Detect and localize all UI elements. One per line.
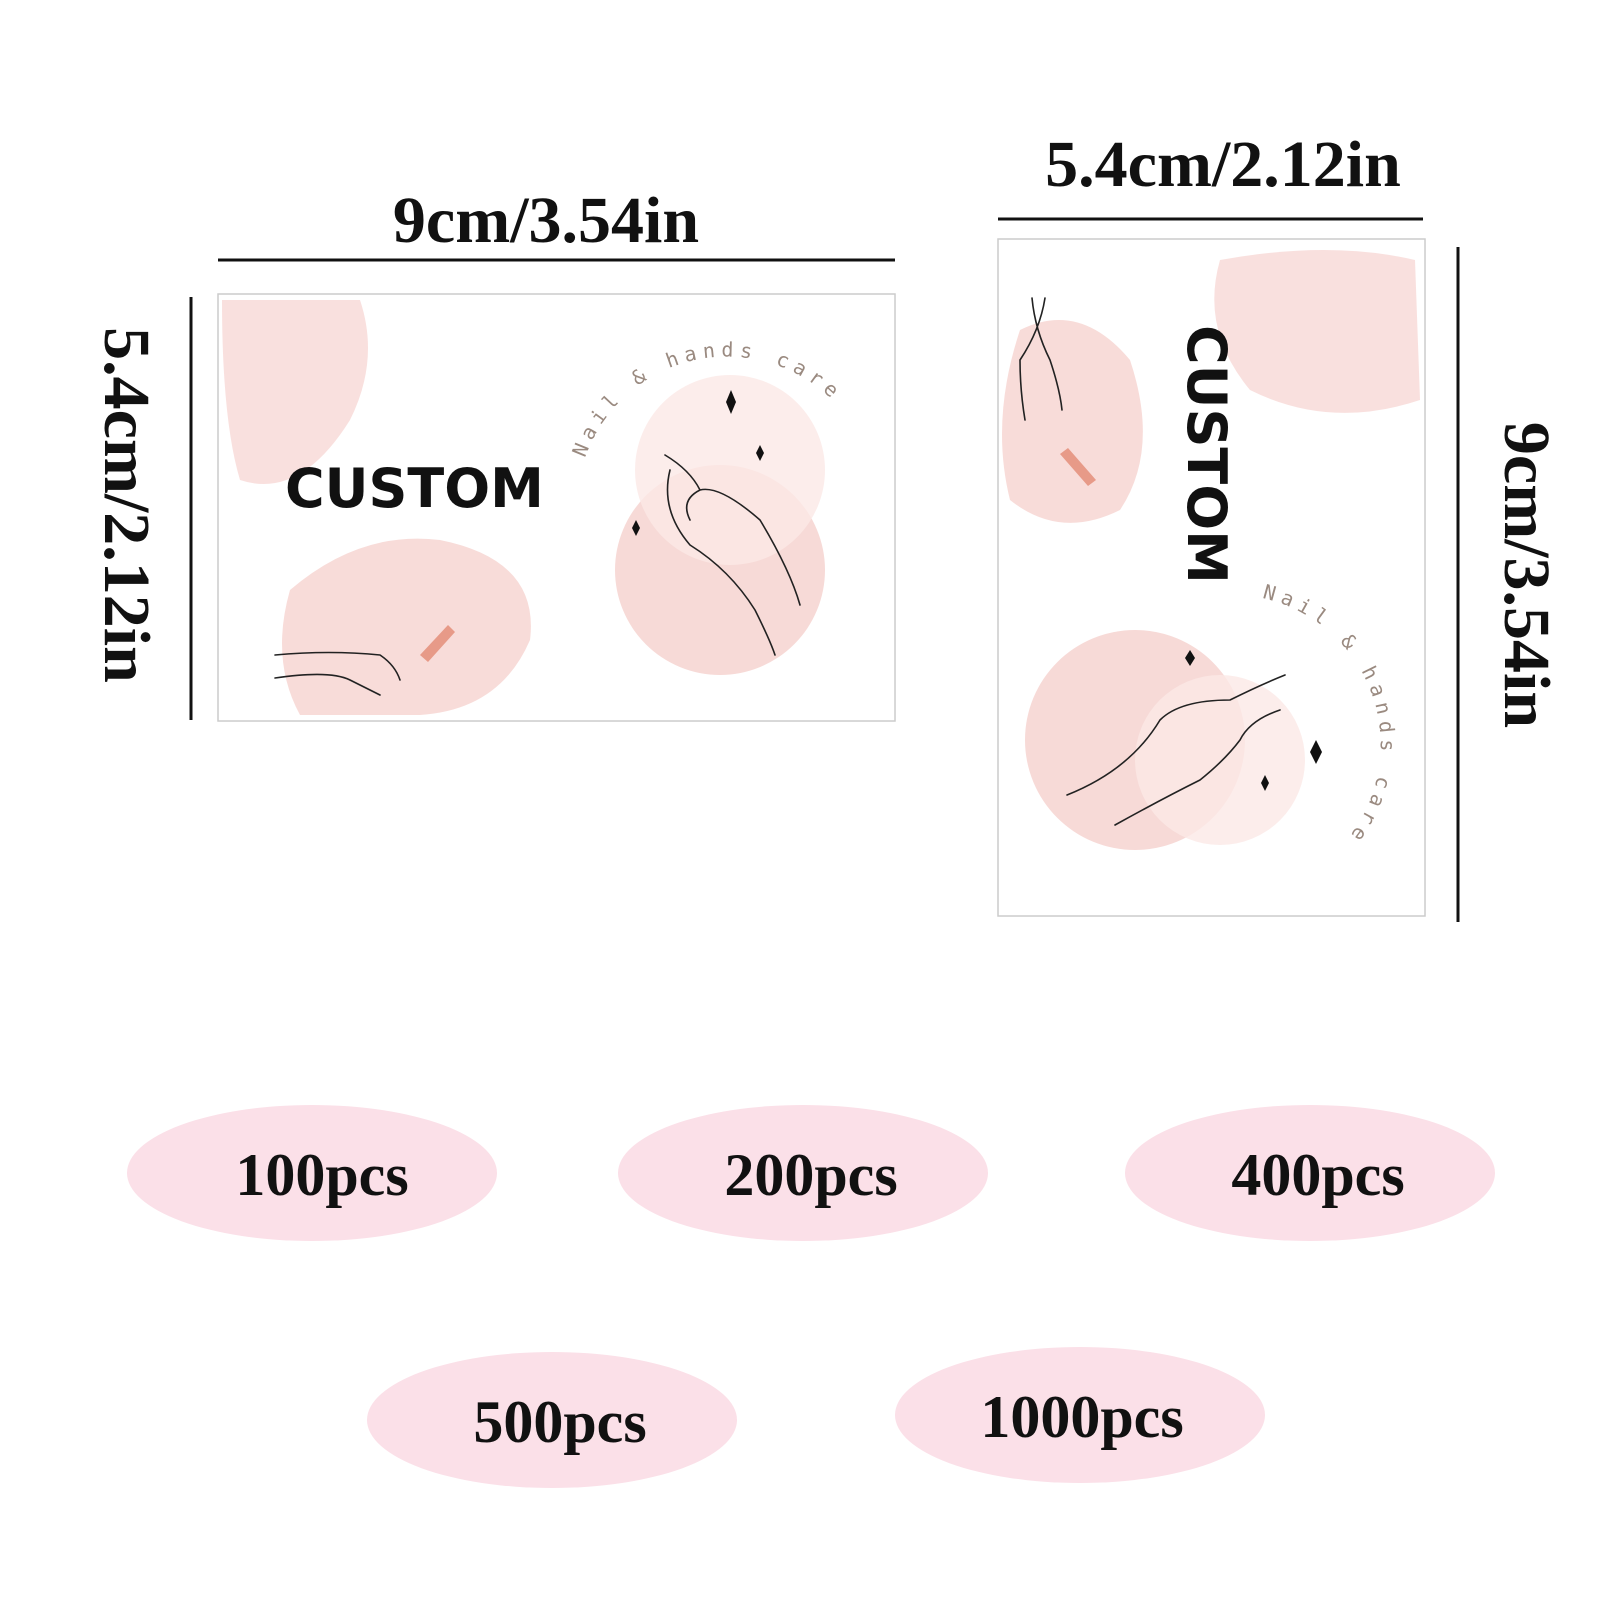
- card-width-label: 5.4cm/2.12in: [1045, 128, 1401, 201]
- quantity-label[interactable]: 200pcs: [724, 1142, 897, 1208]
- card-height-label: 9cm/3.54in: [1490, 422, 1563, 728]
- hand-drawing: [1066, 674, 1286, 826]
- option-badge[interactable]: [618, 1105, 988, 1241]
- quantity-label[interactable]: 1000pcs: [980, 1384, 1183, 1450]
- quantity-options: 100pcs 200pcs 400pcs 500pcs 1000pcs: [127, 1105, 1495, 1488]
- vertical-card: 5.4cm/2.12in 9cm/3.54in CUSTOM Nail & ha…: [997, 128, 1563, 922]
- quantity-label[interactable]: 400pcs: [1231, 1142, 1404, 1208]
- hand-drawing: [664, 454, 801, 656]
- hand-drawing: [274, 651, 401, 696]
- option-badge[interactable]: [127, 1105, 497, 1241]
- card-height-label: 5.4cm/2.12in: [90, 327, 163, 683]
- card-text: CUSTOM: [1175, 325, 1238, 584]
- card-text: CUSTOM: [285, 457, 544, 520]
- horizontal-card: 9cm/3.54in 5.4cm/2.12in CUSTOM Nail & ha…: [90, 184, 896, 722]
- option-badge[interactable]: [895, 1347, 1265, 1483]
- blob: [282, 538, 531, 715]
- card-width-label: 9cm/3.54in: [393, 184, 699, 257]
- polish-bottle: [1060, 448, 1096, 486]
- polish-bottle: [420, 625, 455, 662]
- hand-drawing: [1019, 297, 1063, 421]
- blob: [635, 375, 825, 565]
- blob: [222, 300, 368, 484]
- blob: [1002, 320, 1143, 523]
- blob: [1214, 250, 1420, 413]
- option-badge[interactable]: [1125, 1105, 1495, 1241]
- quantity-label[interactable]: 100pcs: [235, 1142, 408, 1208]
- option-badge[interactable]: [367, 1352, 737, 1488]
- quantity-label[interactable]: 500pcs: [473, 1389, 646, 1455]
